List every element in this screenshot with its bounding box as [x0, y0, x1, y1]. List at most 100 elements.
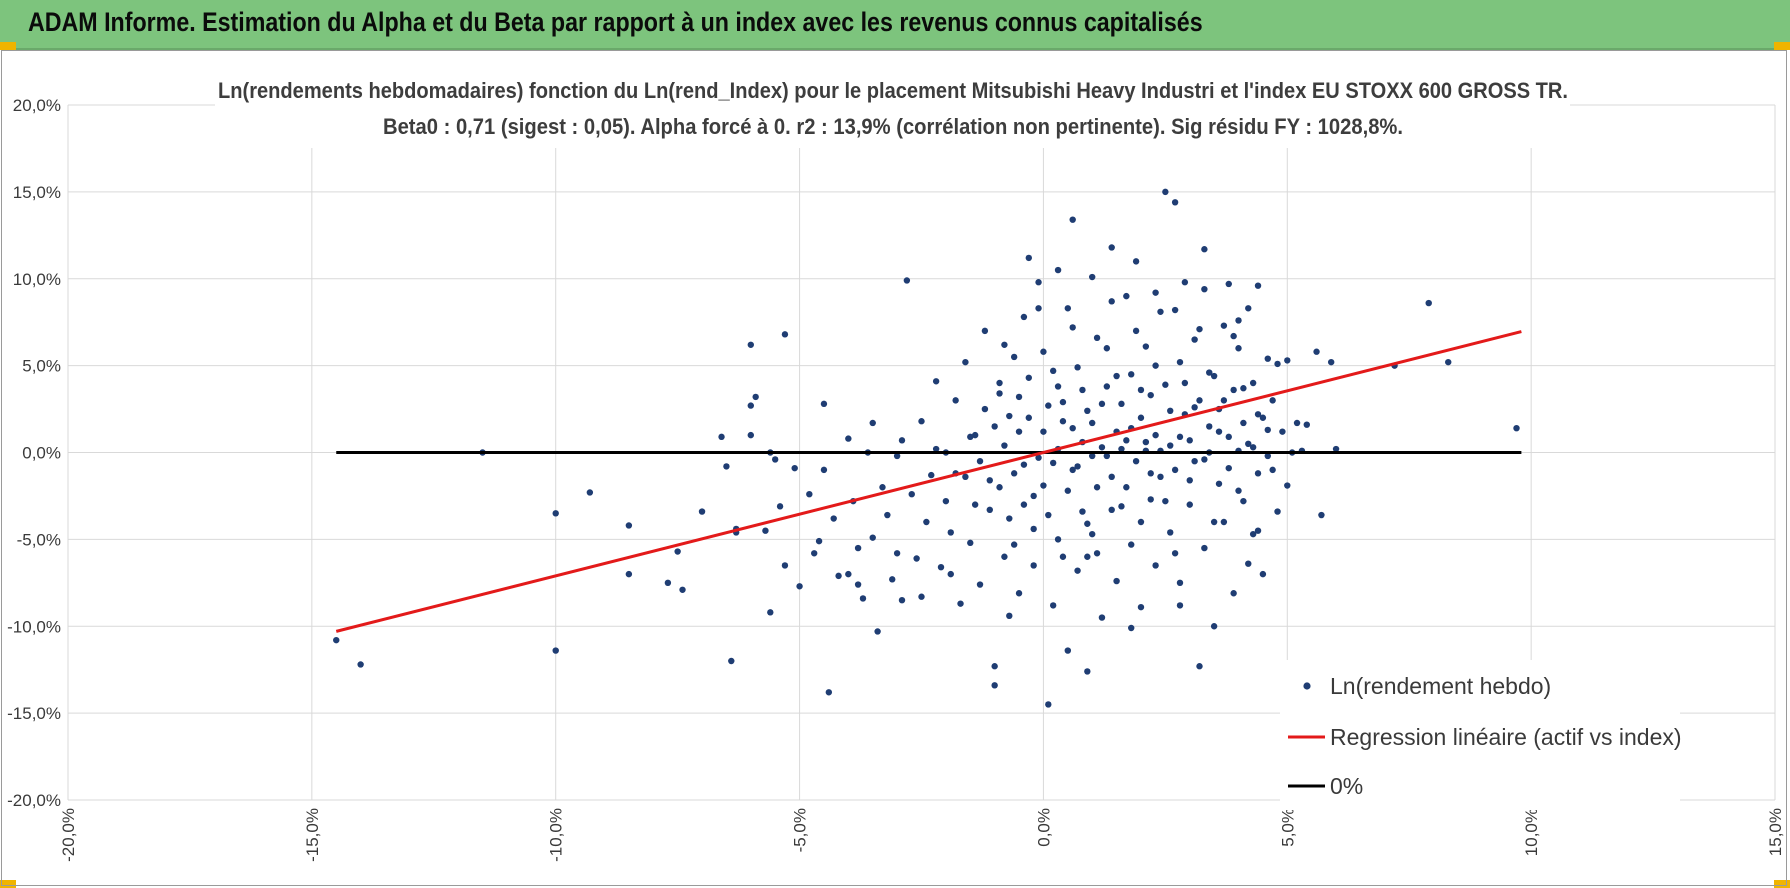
data-point — [893, 550, 901, 557]
data-point — [1030, 492, 1037, 500]
data-point — [357, 661, 364, 668]
data-point — [932, 378, 940, 385]
data-point — [752, 393, 759, 401]
data-point — [1152, 289, 1159, 296]
chart-title: Ln(rendements hebdomadaires) fonction du… — [218, 78, 1568, 103]
data-point — [825, 689, 833, 696]
data-point — [1210, 372, 1218, 380]
data-point — [1108, 244, 1115, 251]
data-point — [1210, 623, 1218, 630]
data-point — [1201, 285, 1208, 293]
chart-frame — [1, 50, 1787, 886]
data-point — [1064, 305, 1072, 312]
data-point — [942, 497, 950, 505]
data-point — [1059, 553, 1067, 560]
data-point — [962, 358, 969, 366]
data-point — [1113, 577, 1120, 585]
data-point — [1035, 279, 1042, 286]
data-point — [986, 506, 993, 514]
data-point — [1128, 624, 1135, 632]
data-point — [1001, 341, 1008, 348]
data-point — [791, 464, 798, 472]
data-point — [1162, 497, 1169, 505]
corner-accent-top-left — [0, 42, 16, 50]
data-point — [1191, 457, 1198, 465]
report-header: ADAM Informe. Estimation du Alpha et du … — [0, 0, 1790, 50]
data-point — [1152, 362, 1159, 369]
data-point — [1137, 414, 1145, 421]
data-point — [1220, 518, 1228, 526]
data-point — [552, 647, 559, 654]
data-point — [796, 583, 803, 590]
data-point — [923, 518, 930, 526]
data-point — [1249, 444, 1257, 451]
data-point — [664, 579, 672, 587]
data-point — [1191, 336, 1198, 343]
data-point — [1318, 511, 1325, 519]
data-point — [996, 379, 1003, 387]
data-point — [991, 423, 998, 430]
data-point — [1045, 402, 1052, 409]
data-point — [1152, 431, 1159, 439]
data-point — [806, 491, 813, 498]
y-tick-label: 5,0% — [22, 357, 61, 376]
data-point — [1162, 188, 1169, 196]
y-tick-label: 15,0% — [13, 183, 61, 202]
data-point — [1084, 520, 1091, 527]
chart-title-backdrop — [215, 72, 1570, 148]
data-point — [1196, 397, 1203, 404]
data-point — [1040, 348, 1047, 355]
legend-backdrop — [1280, 660, 1680, 810]
chart-legend: Ln(rendement hebdo) Regression linéaire … — [1280, 660, 1682, 810]
data-point — [996, 390, 1003, 397]
data-point — [1176, 579, 1184, 587]
data-point — [918, 418, 925, 425]
data-point — [967, 539, 974, 547]
data-point — [1103, 345, 1111, 352]
data-point — [1108, 298, 1115, 305]
data-point — [1313, 348, 1320, 355]
data-point — [1230, 590, 1237, 597]
data-point — [1093, 334, 1101, 342]
y-axis-tick-labels: 20,0% 15,0% 10,0% 5,0% 0,0% -5,0% -10,0% -15,0%… — [7, 96, 61, 810]
data-point — [552, 510, 559, 517]
chart-titles: Ln(rendements hebdomadaires) fonction du… — [215, 72, 1570, 148]
legend-point-marker — [1303, 682, 1311, 690]
data-point — [1054, 536, 1062, 543]
data-point — [1254, 470, 1262, 477]
data-point — [1215, 480, 1223, 487]
data-point — [1171, 199, 1179, 206]
data-point — [1220, 322, 1228, 329]
data-point — [1230, 332, 1237, 340]
data-point — [625, 570, 633, 578]
data-point — [859, 595, 867, 602]
data-point — [1327, 358, 1335, 366]
data-point — [333, 636, 340, 644]
data-point — [679, 586, 686, 593]
data-point — [1093, 484, 1101, 491]
data-point — [1206, 423, 1213, 430]
data-point — [1010, 541, 1018, 548]
data-point — [1059, 418, 1067, 425]
data-point — [1020, 461, 1028, 468]
data-point — [1245, 440, 1252, 448]
data-point — [889, 576, 896, 583]
data-point — [1069, 424, 1076, 432]
data-point — [1137, 603, 1145, 611]
data-point — [869, 534, 876, 541]
data-point — [1147, 391, 1154, 399]
data-point — [845, 570, 852, 578]
data-point — [1089, 452, 1096, 460]
data-point — [1006, 412, 1013, 420]
data-point — [1235, 317, 1242, 324]
data-point — [1215, 428, 1223, 435]
data-point — [1089, 273, 1096, 281]
data-point — [1040, 428, 1047, 435]
data-point — [884, 511, 891, 519]
data-point — [1089, 530, 1096, 538]
data-point — [728, 657, 735, 665]
data-point — [928, 471, 935, 479]
data-point — [981, 405, 989, 413]
legend-label-points: Ln(rendement hebdo) — [1330, 673, 1551, 699]
data-point — [1235, 345, 1242, 352]
